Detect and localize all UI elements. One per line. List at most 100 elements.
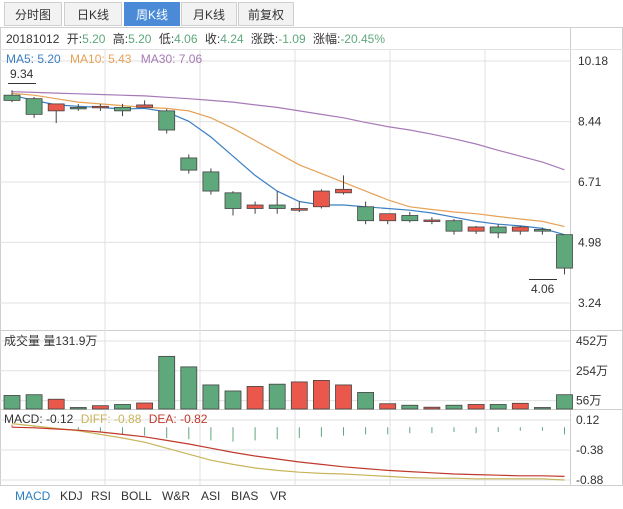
candle-body — [445, 220, 463, 232]
volume-tick-label: 452万 — [576, 334, 608, 348]
header-low: 4.06 — [174, 32, 198, 46]
diff-line — [11, 423, 565, 481]
macd-legend-diff: DIFF: -0.88 — [81, 412, 142, 426]
volume-bar — [69, 407, 87, 410]
price-axis: 10.18 8.44 6.71 4.98 3.24 — [578, 54, 608, 310]
indicator-tab-3[interactable]: BOLL — [121, 489, 152, 503]
candle-body — [357, 206, 375, 222]
macd-tick-label: -0.88 — [576, 473, 604, 487]
volume-bar — [92, 405, 109, 410]
indicator-tab-5[interactable]: ASI — [201, 489, 221, 503]
indicator-tab-0[interactable]: MACD — [15, 489, 51, 503]
volume-legend: 成交量 量131.9万 — [4, 333, 97, 348]
candle-body — [136, 104, 154, 108]
candle-body — [312, 190, 330, 208]
macd-histogram — [11, 424, 565, 442]
candle-body — [379, 213, 397, 222]
volume-bar — [290, 381, 308, 410]
macd-legend-macd: MACD: -0.12 — [4, 412, 74, 426]
macd-lines — [11, 423, 565, 481]
volume-bar — [3, 395, 21, 410]
volume-bar — [312, 380, 330, 410]
volume-bar — [25, 394, 43, 410]
macd-tick-label: -0.38 — [576, 443, 604, 457]
candles — [3, 90, 573, 275]
volume-bar — [158, 355, 176, 410]
high-annotation: 9.34 — [10, 67, 34, 81]
price-tick-label: 4.98 — [578, 235, 602, 249]
ma-legend: MA5: 5.20 MA10: 5.43 MA30: 7.06 — [6, 52, 202, 66]
header-info: 20181012 开:5.20 高:5.20 低:4.06 收:4.24 涨跌:… — [6, 31, 385, 46]
dea-line — [11, 426, 565, 477]
candle-body — [114, 106, 131, 112]
candle-body — [534, 229, 551, 232]
indicator-tab-1[interactable]: KDJ — [60, 489, 83, 503]
volume-bar — [511, 402, 529, 410]
candle-body — [92, 105, 109, 109]
indicator-tab-4[interactable]: W&R — [162, 489, 190, 503]
header-close: 4.24 — [220, 32, 244, 46]
header-high: 5.20 — [128, 32, 152, 46]
tab-4[interactable]: 前复权 — [238, 2, 294, 26]
ma30-legend: MA30: 7.06 — [141, 52, 203, 66]
volume-tick-label: 56万 — [576, 394, 601, 408]
candle-body — [556, 234, 573, 269]
candle-body — [423, 219, 441, 222]
volume-bars — [3, 355, 573, 410]
indicator-tab-2[interactable]: RSI — [91, 489, 112, 503]
candle-body — [489, 226, 507, 234]
price-tick-label: 6.71 — [578, 175, 602, 189]
volume-axis: 452万 254万 56万 — [576, 334, 608, 408]
period-tabs: 分时图 日K线 周K线 月K线 前复权 — [0, 0, 623, 27]
grid-lines — [0, 50, 570, 485]
macd-axis: 0.12 -0.38 -0.88 — [576, 413, 604, 487]
volume-bar — [246, 386, 264, 410]
volume-bar — [445, 404, 463, 410]
macd-legend-dea: DEA: -0.82 — [149, 412, 208, 426]
volume-tick-label: 254万 — [576, 364, 608, 378]
header-date: 20181012 — [6, 32, 60, 46]
candle-body — [290, 208, 308, 211]
header-change: -1.09 — [278, 32, 306, 46]
volume-bar — [114, 404, 131, 410]
tab-3[interactable]: 月K线 — [181, 2, 237, 26]
ma5-legend: MA5: 5.20 — [6, 52, 61, 66]
price-tick-label: 10.18 — [578, 54, 608, 68]
candle-body — [467, 226, 485, 232]
candle-body — [246, 204, 264, 209]
ma5-line — [11, 94, 565, 236]
volume-bar — [268, 383, 286, 410]
indicator-tabs: MACD KDJ RSI BOLL W&R ASI BIAS VR — [0, 487, 623, 507]
candle-body — [224, 192, 242, 209]
candle-body — [69, 106, 87, 110]
volume-bar — [180, 366, 198, 410]
low-annotation: 4.06 — [531, 282, 555, 296]
stock-chart: 20181012 开:5.20 高:5.20 低:4.06 收:4.24 涨跌:… — [0, 27, 623, 487]
volume-bar — [47, 398, 65, 410]
indicator-tab-6[interactable]: BIAS — [231, 489, 259, 503]
tab-0[interactable]: 分时图 — [4, 2, 62, 26]
volume-bar — [202, 384, 220, 410]
volume-bar — [534, 407, 551, 410]
header-open: 5.20 — [82, 32, 106, 46]
volume-bar — [467, 404, 485, 410]
ma30-line — [11, 91, 565, 171]
candle-body — [180, 157, 198, 171]
ma10-legend: MA10: 5.43 — [70, 52, 132, 66]
volume-bar — [556, 394, 573, 410]
ma10-line — [11, 92, 565, 228]
tab-1[interactable]: 日K线 — [64, 2, 122, 26]
candle-body — [202, 171, 220, 192]
volume-bar — [136, 402, 154, 410]
indicator-tab-7[interactable]: VR — [270, 489, 287, 503]
ma-lines — [11, 91, 565, 236]
volume-bar — [379, 403, 397, 410]
volume-bar — [224, 390, 242, 410]
price-tick-label: 3.24 — [578, 296, 602, 310]
tab-2[interactable]: 周K线 — [124, 2, 180, 26]
volume-bar — [335, 384, 352, 410]
candle-body — [268, 204, 286, 209]
candle-body — [47, 103, 65, 112]
candle-body — [25, 98, 43, 115]
header-pct: -20.45% — [340, 32, 385, 46]
